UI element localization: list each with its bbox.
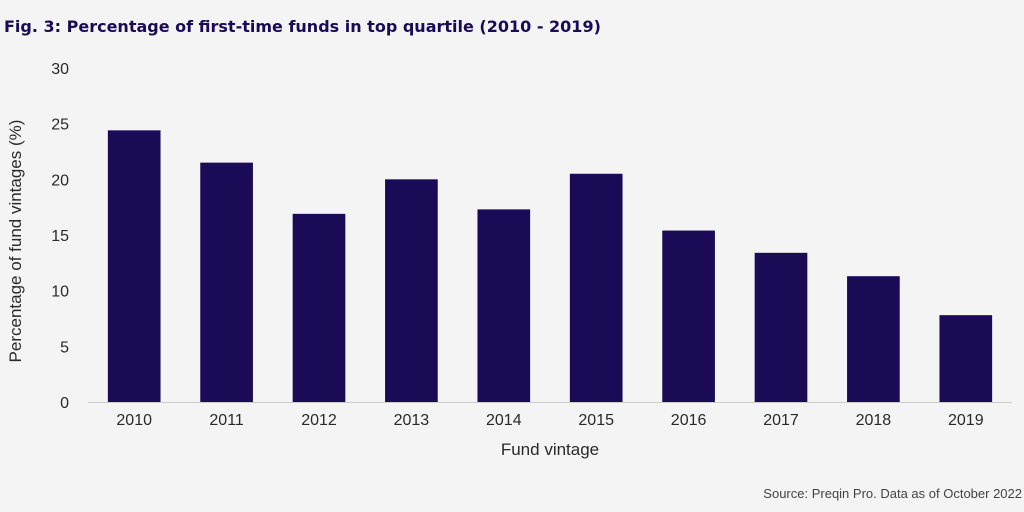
x-tick-label: 2016 [671, 412, 707, 429]
y-tick-label: 15 [51, 228, 69, 245]
bar-2013 [385, 179, 438, 402]
x-tick-label: 2019 [948, 412, 984, 429]
x-axis-title: Fund vintage [501, 440, 599, 459]
x-axis-ticks: 2010 2011 2012 2013 2014 2015 2016 2017 2018 2019 [116, 412, 983, 429]
y-tick-label: 25 [51, 117, 69, 134]
bars [107, 130, 993, 402]
y-tick-label: 30 [51, 61, 69, 78]
bar-2017 [754, 252, 808, 402]
x-tick-label: 2013 [394, 412, 430, 429]
bar-2012 [292, 213, 346, 402]
bar-2011 [200, 162, 253, 402]
x-tick-label: 2011 [209, 412, 244, 429]
x-tick-label: 2012 [301, 412, 337, 429]
y-tick-label: 0 [60, 395, 69, 412]
chart-title: Fig. 3: Percentage of first-time funds i… [4, 17, 601, 36]
y-tick-label: 20 [51, 172, 69, 189]
bar-2016 [662, 230, 715, 402]
x-tick-label: 2014 [486, 412, 522, 429]
bar-2010 [107, 130, 161, 402]
bar-2015 [569, 173, 623, 402]
x-tick-label: 2010 [116, 412, 152, 429]
y-tick-label: 10 [51, 284, 69, 301]
bar-2014 [477, 209, 531, 402]
x-tick-label: 2018 [856, 412, 892, 429]
bar-2019 [939, 315, 993, 402]
x-tick-label: 2015 [578, 412, 614, 429]
y-axis-title: Percentage of fund vintages (%) [6, 120, 25, 363]
y-tick-label: 5 [60, 339, 69, 356]
bar-2018 [847, 276, 900, 402]
x-tick-label: 2017 [763, 412, 799, 429]
y-axis-ticks: 0 5 10 15 20 25 30 [51, 61, 69, 412]
source-note: Source: Preqin Pro. Data as of October 2… [763, 486, 1022, 501]
